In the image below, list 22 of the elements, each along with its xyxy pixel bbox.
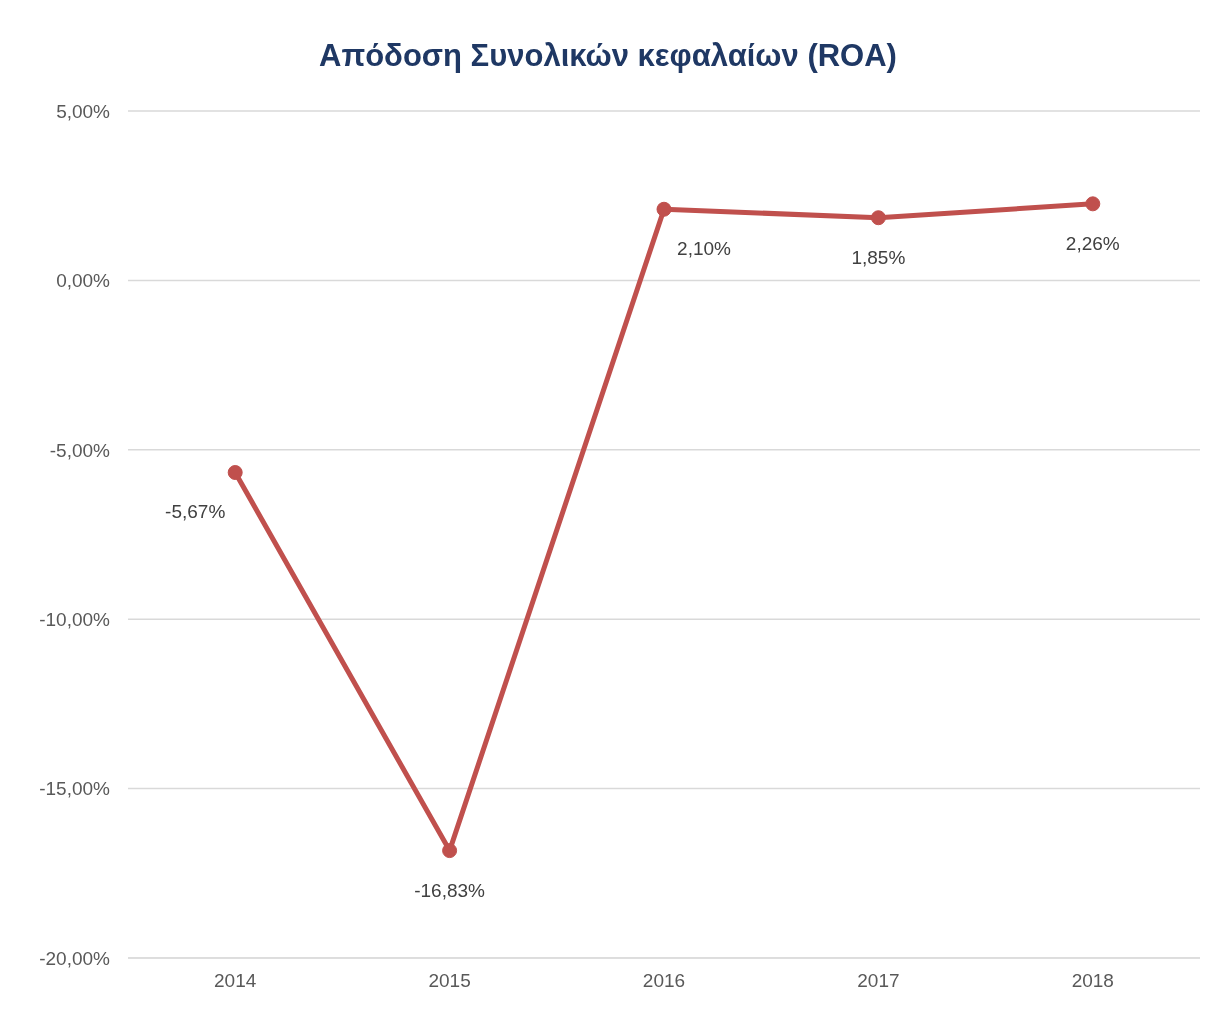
point	[870, 210, 886, 226]
x-tick-label: 2014	[214, 970, 257, 992]
point	[1085, 196, 1101, 212]
x-tick-label: 2015	[428, 970, 471, 992]
data-label: 2,10%	[677, 238, 732, 260]
data-label: -16,83%	[414, 879, 486, 901]
x-tick-label: 2016	[642, 970, 686, 992]
y-tick-label: -15,00%	[39, 778, 111, 800]
y-tick-label: -10,00%	[39, 608, 111, 630]
chart-title: Απόδοση Συνολικών κεφαλαίων (ROA)	[319, 37, 897, 74]
point	[656, 201, 672, 217]
y-tick-label: -20,00%	[39, 947, 111, 969]
y-tick-label: -5,00%	[49, 439, 111, 461]
x-tick-label: 2018	[1071, 970, 1114, 992]
data-label: 1,85%	[851, 246, 906, 268]
data-label: -5,67%	[165, 501, 226, 523]
data-label: 2,26%	[1065, 232, 1120, 254]
y-tick-label: 5,00%	[56, 100, 111, 122]
x-tick-label: 2017	[857, 970, 900, 992]
point	[442, 843, 458, 859]
y-tick-label: 0,00%	[56, 270, 111, 292]
point	[227, 465, 243, 480]
